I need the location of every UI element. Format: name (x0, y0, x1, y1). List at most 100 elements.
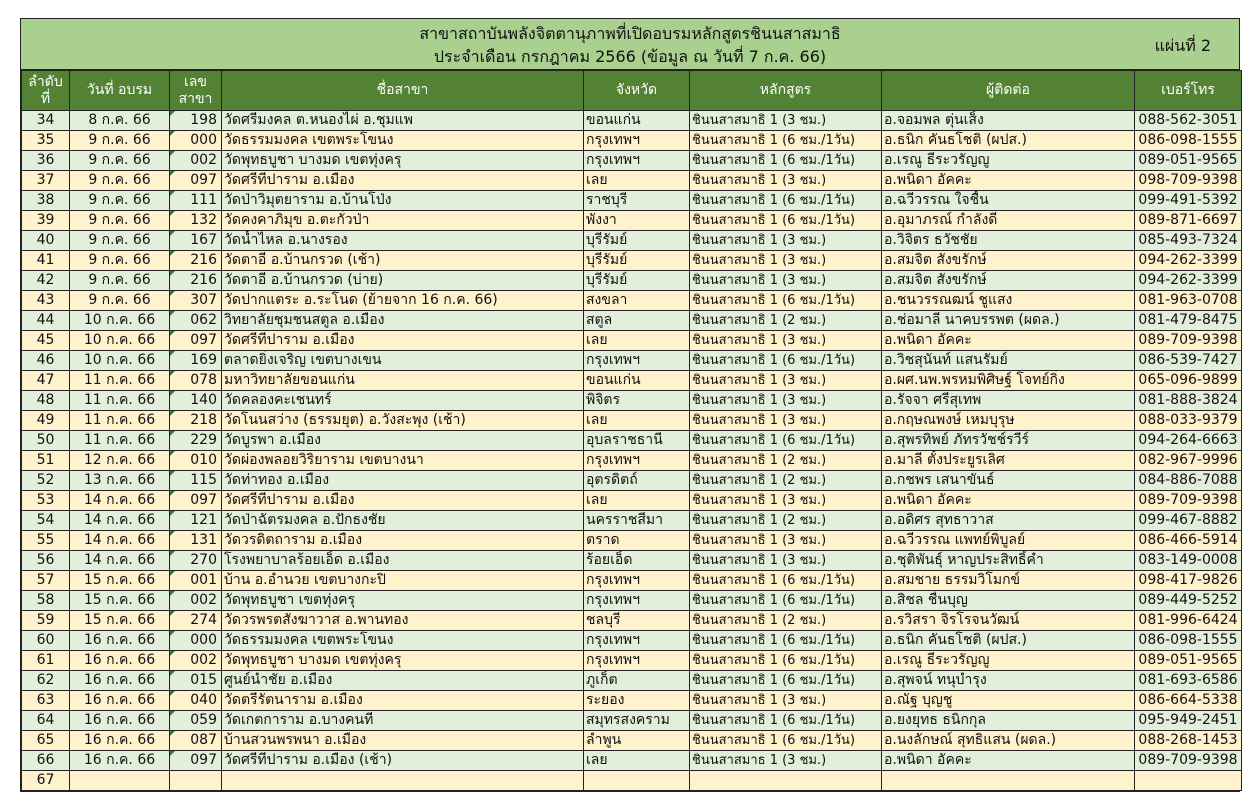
cell-contact[interactable]: อ.สิชล ชื่นบุญ (881, 590, 1135, 611)
cell-seq[interactable]: 64 (21, 710, 70, 731)
cell-province[interactable]: ชลบุรี (583, 610, 690, 631)
cell-branch-code[interactable]: 216 (169, 270, 222, 291)
cell-province[interactable]: กรุงเทพฯ (583, 150, 690, 171)
cell-course[interactable]: ชินนสาสมาธิ 1 (3 ชม.) (689, 690, 882, 711)
cell-phone[interactable]: 081-479-8475 (1134, 310, 1242, 331)
cell-branch-code[interactable]: 216 (169, 250, 222, 271)
cell-branch-name[interactable]: ศูนย์นำชัย อ.เมือง (221, 670, 584, 691)
cell-province[interactable]: ขอนแก่น (583, 370, 690, 391)
cell-course[interactable]: ชินนสาสมาธิ 1 (3 ชม.) (689, 330, 882, 351)
cell-phone[interactable]: 086-539-7427 (1134, 350, 1242, 371)
cell-branch-name[interactable]: บ้าน อ.อำนวย เขตบางกะปิ (221, 570, 584, 591)
cell-contact[interactable]: อ.อดิศร สุทธาวาส (881, 510, 1135, 531)
cell-date[interactable]: 15 ก.ค. 66 (69, 570, 170, 591)
cell-province[interactable]: นครราชสีมา (583, 510, 690, 531)
cell-branch-code[interactable]: 270 (169, 550, 222, 571)
cell-seq[interactable]: 48 (21, 390, 70, 411)
cell-course[interactable]: ชินนสาสมาธิ 1 (6 ชม./1วัน) (689, 190, 882, 211)
cell-date[interactable] (69, 770, 170, 791)
cell-date[interactable]: 16 ก.ค. 66 (69, 650, 170, 671)
cell-branch-code[interactable]: 167 (169, 230, 222, 251)
cell-branch-code[interactable]: 111 (169, 190, 222, 211)
cell-branch-code[interactable]: 001 (169, 570, 222, 591)
cell-branch-code[interactable]: 002 (169, 150, 222, 171)
cell-phone[interactable]: 084-886-7088 (1134, 470, 1242, 491)
cell-branch-code[interactable]: 097 (169, 750, 222, 771)
cell-date[interactable]: 14 ก.ค. 66 (69, 550, 170, 571)
cell-course[interactable]: ชินนสาสมาธิ 1 (3 ชม.) (689, 410, 882, 431)
cell-date[interactable]: 10 ก.ค. 66 (69, 310, 170, 331)
cell-date[interactable]: 16 ก.ค. 66 (69, 710, 170, 731)
cell-course[interactable]: ชินนสาสมาธิ 1 (6 ชม./1วัน) (689, 290, 882, 311)
cell-branch-code[interactable]: 015 (169, 670, 222, 691)
cell-branch-name[interactable]: วัดวรดิตถาราม อ.เมือง (221, 530, 584, 551)
cell-phone[interactable]: 099-467-8882 (1134, 510, 1242, 531)
cell-seq[interactable]: 40 (21, 230, 70, 251)
cell-course[interactable]: ชินนสาสมาธิ 1 (6 ชม./1วัน) (689, 730, 882, 751)
cell-date[interactable]: 9 ก.ค. 66 (69, 250, 170, 271)
cell-date[interactable]: 9 ก.ค. 66 (69, 290, 170, 311)
cell-contact[interactable]: อ.กชพร เสนาขันธ์ (881, 470, 1135, 491)
cell-date[interactable]: 11 ก.ค. 66 (69, 390, 170, 411)
cell-course[interactable]: ชินนสาสมาธ 1 (3 ชม.) (689, 750, 882, 771)
cell-date[interactable]: 14 ก.ค. 66 (69, 530, 170, 551)
cell-branch-name[interactable]: ตลาดยิ่งเจริญ เขตบางเขน (221, 350, 584, 371)
cell-branch-code[interactable]: 121 (169, 510, 222, 531)
cell-phone[interactable]: 099-491-5392 (1134, 190, 1242, 211)
cell-province[interactable]: บุรีรัมย์ (583, 230, 690, 251)
cell-phone[interactable]: 081-963-0708 (1134, 290, 1242, 311)
cell-seq[interactable]: 59 (21, 610, 70, 631)
cell-seq[interactable]: 63 (21, 690, 70, 711)
cell-date[interactable]: 14 ก.ค. 66 (69, 490, 170, 511)
cell-province[interactable]: ระยอง (583, 690, 690, 711)
cell-branch-name[interactable]: วัดศรีทีปาราม อ.เมือง (221, 170, 584, 191)
cell-seq[interactable]: 51 (21, 450, 70, 471)
cell-branch-code[interactable]: 218 (169, 410, 222, 431)
cell-branch-code[interactable]: 131 (169, 530, 222, 551)
cell-province[interactable]: อุบลราชธานี (583, 430, 690, 451)
cell-branch-code[interactable]: 198 (169, 110, 222, 131)
cell-seq[interactable]: 58 (21, 590, 70, 611)
cell-branch-code[interactable]: 097 (169, 490, 222, 511)
cell-phone[interactable]: 098-709-9398 (1134, 170, 1242, 191)
cell-contact[interactable]: อ.กฤษณพงษ์ เหมบุรุษ (881, 410, 1135, 431)
cell-seq[interactable]: 46 (21, 350, 70, 371)
cell-phone[interactable]: 081-888-3824 (1134, 390, 1242, 411)
cell-date[interactable]: 12 ก.ค. 66 (69, 450, 170, 471)
cell-province[interactable]: สมุทรสงคราม (583, 710, 690, 731)
cell-date[interactable]: 9 ก.ค. 66 (69, 230, 170, 251)
cell-seq[interactable]: 34 (21, 110, 70, 131)
cell-phone[interactable]: 086-466-5914 (1134, 530, 1242, 551)
cell-branch-name[interactable]: มหาวิทยาลัยขอนแก่น (221, 370, 584, 391)
cell-branch-name[interactable]: บ้านสวนพรพนา อ.เมือง (221, 730, 584, 751)
cell-phone[interactable]: 086-098-1555 (1134, 630, 1242, 651)
cell-province[interactable]: เลย (583, 170, 690, 191)
cell-branch-name[interactable]: วัดปากแตระ อ.ระโนด (ย้ายจาก 16 ก.ค. 66) (221, 290, 584, 311)
cell-contact[interactable]: อ.สมจิต สังขรักษ์ (881, 270, 1135, 291)
cell-branch-name[interactable]: วัดตรีรัตนาราม อ.เมือง (221, 690, 584, 711)
cell-contact[interactable]: อ.จอมพล ตุ่นเส็ง (881, 110, 1135, 131)
cell-branch-name[interactable]: วัดป่าฉัตรมงคล อ.ปักธงชัย (221, 510, 584, 531)
cell-contact[interactable]: อ.รัจจา ศรีสุเทพ (881, 390, 1135, 411)
cell-branch-name[interactable]: วัดบูรพา อ.เมือง (221, 430, 584, 451)
cell-contact[interactable]: อ.สุพจน์ ทนุบำรุง (881, 670, 1135, 691)
cell-branch-name[interactable]: วัดน้ำไหล อ.นางรอง (221, 230, 584, 251)
cell-phone[interactable]: 094-262-3399 (1134, 270, 1242, 291)
cell-phone[interactable]: 094-264-6663 (1134, 430, 1242, 451)
cell-seq[interactable]: 49 (21, 410, 70, 431)
cell-seq[interactable]: 50 (21, 430, 70, 451)
cell-phone[interactable]: 085-493-7324 (1134, 230, 1242, 251)
cell-seq[interactable]: 61 (21, 650, 70, 671)
cell-course[interactable]: ชินนสาสมาธิ 1 (3 ชม.) (689, 230, 882, 251)
cell-branch-code[interactable]: 132 (169, 210, 222, 231)
cell-phone[interactable]: 088-562-3051 (1134, 110, 1242, 131)
cell-date[interactable]: 15 ก.ค. 66 (69, 590, 170, 611)
cell-branch-name[interactable]: วิทยาลัยชุมชนสตูล อ.เมือง (221, 310, 584, 331)
cell-phone[interactable]: 086-664-5338 (1134, 690, 1242, 711)
cell-date[interactable]: 16 ก.ค. 66 (69, 690, 170, 711)
cell-date[interactable]: 16 ก.ค. 66 (69, 670, 170, 691)
cell-date[interactable]: 16 ก.ค. 66 (69, 730, 170, 751)
cell-branch-code[interactable]: 078 (169, 370, 222, 391)
cell-province[interactable]: กรุงเทพฯ (583, 350, 690, 371)
cell-branch-name[interactable]: วัดผ่องพลอยวิริยาราม เขตบางนา (221, 450, 584, 471)
